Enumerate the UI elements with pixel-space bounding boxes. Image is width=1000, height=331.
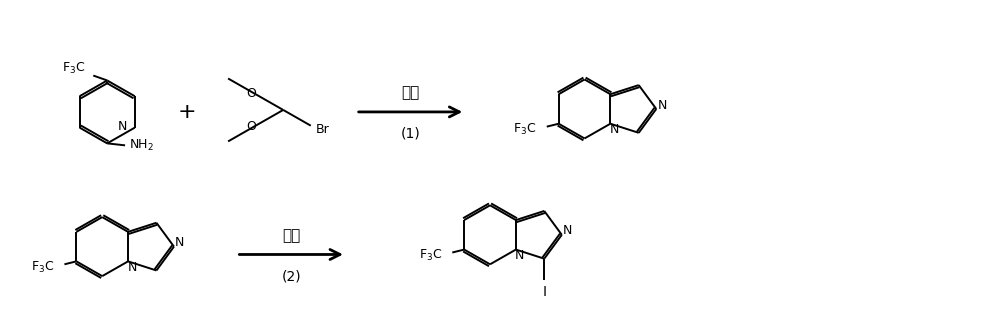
Text: (1): (1)	[401, 127, 420, 141]
Text: 环合: 环合	[401, 85, 420, 100]
Text: N: N	[515, 249, 525, 262]
Text: O: O	[247, 120, 257, 133]
Text: O: O	[247, 87, 257, 100]
Text: F$_3$C: F$_3$C	[513, 122, 537, 137]
Text: F$_3$C: F$_3$C	[62, 61, 85, 76]
Text: N: N	[127, 261, 137, 274]
Text: N: N	[117, 120, 127, 133]
Text: N: N	[175, 236, 185, 249]
Text: F$_3$C: F$_3$C	[419, 248, 442, 263]
Text: N: N	[658, 99, 667, 112]
Text: 取代: 取代	[282, 228, 300, 243]
Text: (2): (2)	[281, 269, 301, 283]
Text: N: N	[563, 224, 572, 237]
Text: NH$_2$: NH$_2$	[129, 138, 154, 153]
Text: N: N	[610, 123, 619, 136]
Text: F$_3$C: F$_3$C	[31, 260, 55, 275]
Text: I: I	[542, 285, 546, 299]
Text: Br: Br	[316, 123, 329, 136]
Text: +: +	[177, 102, 196, 122]
